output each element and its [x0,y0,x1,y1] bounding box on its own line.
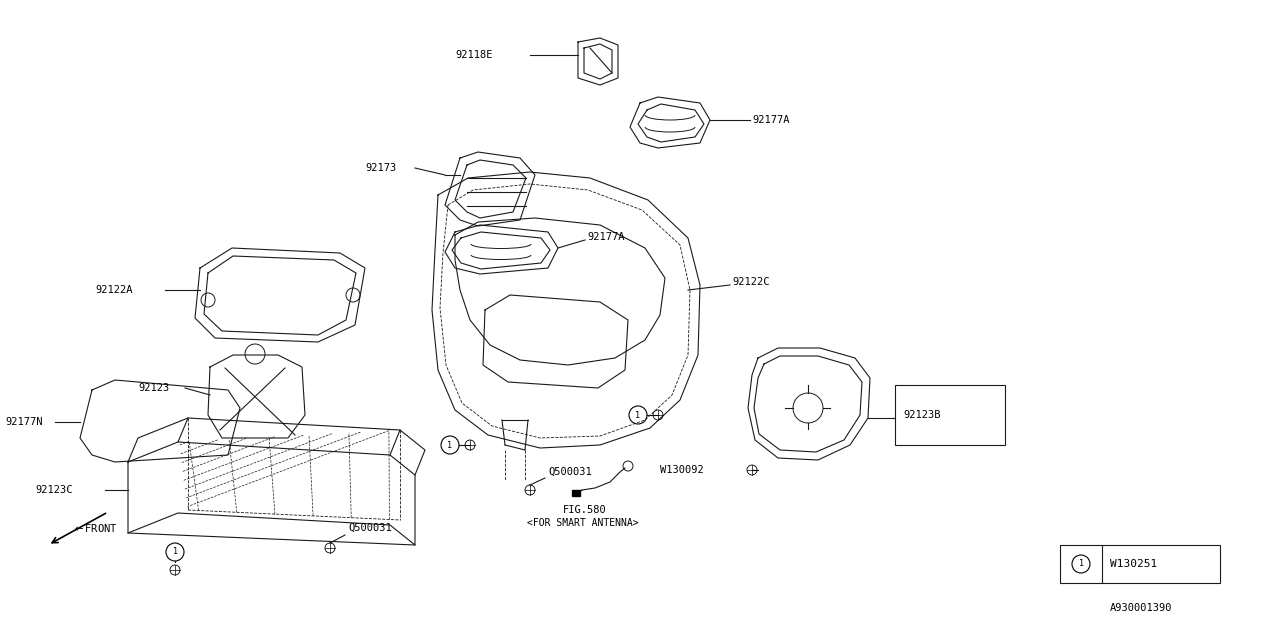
Text: $\leftarrow$FRONT: $\leftarrow$FRONT [72,522,118,534]
Text: A930001390: A930001390 [1110,603,1172,613]
Bar [895,385,1005,445]
Text: 92122C: 92122C [732,277,769,287]
Bar [572,490,580,496]
Text: 92123: 92123 [138,383,169,393]
Text: <FOR SMART ANTENNA>: <FOR SMART ANTENNA> [527,518,639,528]
Text: 92118E: 92118E [454,50,493,60]
Text: 92123B: 92123B [902,410,941,420]
Text: 1: 1 [635,410,640,419]
Text: 1: 1 [448,440,453,449]
Bar [1060,545,1220,583]
Text: Q500031: Q500031 [548,467,591,477]
Text: 1: 1 [1079,559,1083,568]
Text: FIG.580: FIG.580 [563,505,607,515]
Text: W130092: W130092 [660,465,704,475]
Text: 92122A: 92122A [95,285,133,295]
Text: 92177A: 92177A [753,115,790,125]
Text: 92177A: 92177A [588,232,625,242]
Text: 92123C: 92123C [35,485,73,495]
Text: 1: 1 [173,547,178,557]
Text: W130251: W130251 [1110,559,1157,569]
Text: 92173: 92173 [365,163,397,173]
Text: Q500031: Q500031 [348,523,392,533]
Text: 92177N: 92177N [5,417,42,427]
